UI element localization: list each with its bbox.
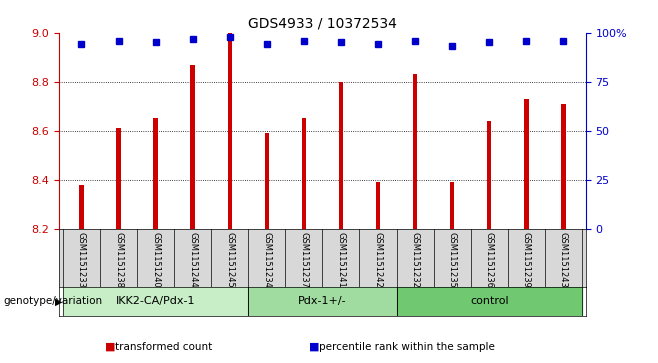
- Bar: [413, 74, 417, 229]
- Text: GSM1151232: GSM1151232: [411, 232, 420, 287]
- Text: GSM1151241: GSM1151241: [336, 232, 345, 287]
- Bar: [228, 33, 232, 229]
- Bar: [116, 128, 121, 229]
- Text: control: control: [470, 296, 509, 306]
- Text: GSM1151239: GSM1151239: [522, 232, 531, 287]
- Text: GSM1151234: GSM1151234: [263, 232, 271, 287]
- Text: percentile rank within the sample: percentile rank within the sample: [319, 342, 495, 352]
- Bar: [524, 99, 528, 229]
- Bar: [450, 182, 455, 229]
- Bar: [561, 104, 566, 229]
- Text: GSM1151238: GSM1151238: [114, 232, 123, 287]
- Text: IKK2-CA/Pdx-1: IKK2-CA/Pdx-1: [116, 296, 195, 306]
- Text: GSM1151236: GSM1151236: [485, 232, 494, 287]
- Bar: [376, 182, 380, 229]
- Bar: [339, 82, 343, 229]
- Text: genotype/variation: genotype/variation: [3, 296, 103, 306]
- Text: ■: ■: [105, 342, 116, 352]
- Text: GSM1151233: GSM1151233: [77, 232, 86, 287]
- Bar: [79, 184, 84, 229]
- Bar: [63, 287, 248, 316]
- Text: GSM1151235: GSM1151235: [447, 232, 457, 287]
- Text: GSM1151244: GSM1151244: [188, 232, 197, 287]
- Bar: [153, 118, 158, 229]
- Bar: [397, 287, 582, 316]
- Title: GDS4933 / 10372534: GDS4933 / 10372534: [248, 16, 397, 30]
- Text: GSM1151237: GSM1151237: [299, 232, 309, 287]
- Bar: [487, 121, 492, 229]
- Text: ▶: ▶: [55, 296, 62, 306]
- Text: GSM1151243: GSM1151243: [559, 232, 568, 287]
- Bar: [265, 133, 269, 229]
- Text: GSM1151242: GSM1151242: [374, 232, 382, 287]
- Text: GSM1151245: GSM1151245: [225, 232, 234, 287]
- Text: Pdx-1+/-: Pdx-1+/-: [298, 296, 347, 306]
- Text: ■: ■: [309, 342, 320, 352]
- Bar: [190, 65, 195, 229]
- Bar: [248, 287, 397, 316]
- Text: GSM1151240: GSM1151240: [151, 232, 160, 287]
- Text: transformed count: transformed count: [115, 342, 213, 352]
- Bar: [301, 118, 306, 229]
